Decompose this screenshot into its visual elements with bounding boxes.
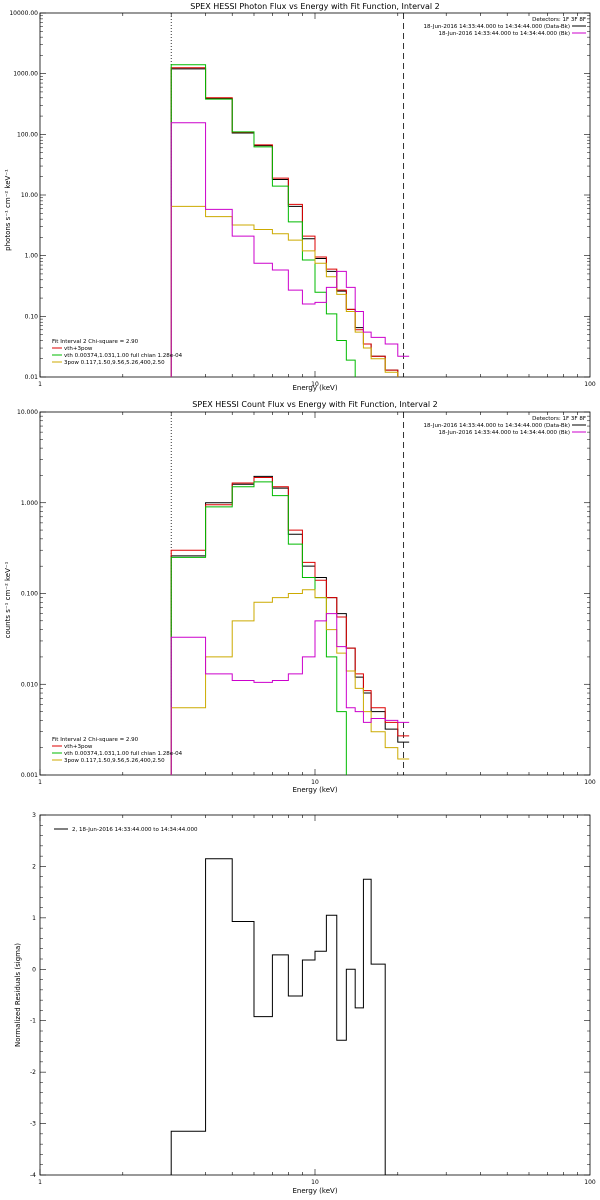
- x-tick-label: 10: [311, 381, 319, 388]
- legend-fit-interval: Fit Interval 2 Chi-square = 2.90: [52, 737, 139, 743]
- photon-ylabel: photons s⁻¹ cm⁻² keV⁻¹: [4, 169, 12, 251]
- y-tick-label: -2: [30, 1069, 36, 1076]
- photon-xlabel: Energy (keV): [292, 384, 337, 392]
- count-flux-panel: SPEX HESSI Count Flux vs Energy with Fit…: [4, 400, 596, 794]
- plot-frame: [39, 12, 591, 378]
- y-tick-label: 0.001: [21, 772, 38, 779]
- y-tick-label: -4: [30, 1172, 36, 1179]
- y-tick-label: 2: [32, 863, 36, 870]
- series-line: [170, 613, 410, 775]
- series-line: [170, 67, 399, 377]
- x-tick-label: 100: [584, 381, 596, 388]
- x-tick-label: 10: [311, 1179, 319, 1186]
- series-line: [170, 858, 398, 1175]
- series-group: [170, 64, 410, 377]
- series-line: [170, 64, 356, 377]
- residuals-plot: 1 10 100 -4 -3 -2 -1 0 1 2 3 2, 18-Jun-2016 14:33:4…: [30, 812, 596, 1186]
- y-tick-label: -3: [30, 1121, 36, 1128]
- y-tick-label: 3: [32, 812, 36, 819]
- legend-interval-label: 18-Jun-2016 14:33:44.000 to 14:34:44.000…: [424, 423, 570, 429]
- y-tick-label: 0.10: [25, 313, 39, 320]
- plot-frame: [39, 814, 591, 1176]
- x-tick-label: 100: [584, 1179, 596, 1186]
- count-xlabel: Energy (keV): [292, 786, 337, 794]
- legend-fit-interval: Fit Interval 2 Chi-square = 2.90: [52, 339, 139, 345]
- series-group: [170, 858, 398, 1175]
- y-tick-label: -1: [30, 1018, 36, 1025]
- x-tick-label: 100: [584, 779, 596, 786]
- y-tick-label: 10.00: [21, 192, 38, 199]
- count-plot: 1 10 100 0.001 0.010 0.100 1.000 10.000 Detector…: [17, 409, 596, 786]
- photon-flux-panel: SPEX HESSI Photon Flux vs Energy with Fi…: [4, 2, 596, 392]
- series-line: [170, 122, 410, 377]
- count-title: SPEX HESSI Count Flux vs Energy with Fit…: [192, 400, 437, 409]
- x-tick-label: 10: [311, 779, 319, 786]
- series-line: [170, 476, 410, 775]
- x-tick-label: 1: [38, 779, 42, 786]
- legend-interval-label: 18-Jun-2016 14:33:44.000 to 14:34:44.000…: [424, 24, 570, 30]
- residuals-xlabel: Energy (keV): [292, 1187, 337, 1195]
- legend-fit-label: vth 0.00374,1.031,1.00 full chian 1.28e-…: [64, 751, 183, 757]
- legend-residual-label: 2, 18-Jun-2016 14:33:44.000 to 14:34:44.…: [72, 827, 198, 833]
- legend-fit-label: vth+3pow: [64, 744, 93, 750]
- legend-fit-label: vth+3pow: [64, 346, 93, 352]
- y-tick-label: 0: [32, 966, 36, 973]
- legend-fit-label: 3pow 0.117,1.50,9.56,5.26,400,2.50: [64, 360, 165, 366]
- residuals-ylabel: Normalized Residuals (sigma): [14, 943, 22, 1047]
- photon-title: SPEX HESSI Photon Flux vs Energy with Fi…: [190, 2, 440, 11]
- series-line: [170, 481, 347, 775]
- legend-fit-label: vth 0.00374,1.031,1.00 full chian 1.28e-…: [64, 353, 183, 359]
- series-line: [170, 589, 410, 775]
- legend-interval-label: 18-Jun-2016 14:33:44.000 to 14:34:44.000…: [438, 430, 570, 436]
- series-group: [170, 475, 410, 775]
- count-ylabel: counts s⁻¹ cm⁻² keV⁻¹: [4, 561, 12, 638]
- residuals-panel: 1 10 100 -4 -3 -2 -1 0 1 2 3 2, 18-Jun-2016 14:33:4…: [14, 812, 596, 1195]
- y-tick-label: 1: [32, 915, 36, 922]
- series-line: [170, 475, 410, 775]
- y-tick-label: 1.000: [21, 500, 38, 507]
- series-line: [170, 205, 399, 377]
- x-tick-label: 1: [38, 381, 42, 388]
- series-line: [170, 68, 399, 377]
- x-tick-label: 1: [38, 1179, 42, 1186]
- y-tick-label: 10.000: [17, 409, 38, 416]
- y-tick-label: 1.00: [25, 253, 39, 260]
- legend-interval-label: 18-Jun-2016 14:33:44.000 to 14:34:44.000…: [438, 31, 570, 37]
- photon-plot: 1 10 100 0.01 0.10 1.00 10.00 100.00 1000.00 1000…: [9, 10, 596, 388]
- y-tick-label: 0.01: [25, 374, 39, 381]
- y-tick-label: 100.00: [17, 131, 38, 138]
- y-tick-label: 0.100: [21, 591, 38, 598]
- y-tick-label: 0.010: [21, 681, 38, 688]
- legend-fit-label: 3pow 0.117,1.50,9.56,5.26,400,2.50: [64, 758, 165, 764]
- legend-detectors: Detectors: 1F 3F 8F: [532, 416, 586, 422]
- y-tick-label: 1000.00: [13, 71, 38, 78]
- y-tick-label: 10000.00: [9, 10, 38, 17]
- legend-detectors: Detectors: 1F 3F 8F: [532, 17, 586, 23]
